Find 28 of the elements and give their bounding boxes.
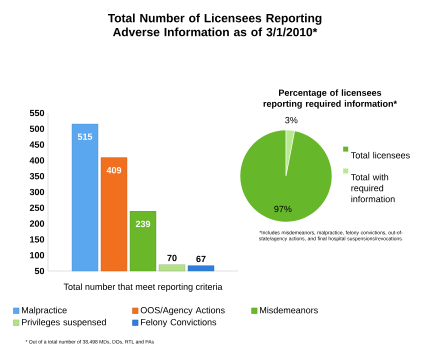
legend-label: Malpractice — [22, 306, 67, 316]
legend-label: Privileges suspensed — [22, 318, 106, 328]
legend-label: OOS/Agency Actions — [140, 306, 225, 316]
chart-title: Total Number of Licensees Reporting Adverse Information as of 3/1/2010* — [108, 14, 322, 36]
y-tick-label: 50 — [34, 268, 44, 274]
data-label: 70 — [167, 254, 177, 262]
data-label: 3% — [285, 116, 298, 124]
legend-label: Misdemeanors — [260, 306, 318, 314]
x-axis-title: Total number that meet reporting criteria — [64, 283, 222, 292]
data-label: 515 — [78, 134, 92, 140]
y-tick-label: 100 — [30, 252, 44, 258]
legend-label: Total licensees — [351, 152, 410, 158]
data-label: 97% — [274, 206, 292, 212]
data-label: 67 — [196, 256, 206, 262]
y-tick-label: 300 — [30, 188, 44, 196]
legend-label: Total with required information — [351, 174, 395, 202]
y-tick-label: 350 — [30, 173, 44, 180]
y-tick-label: 250 — [30, 204, 44, 211]
data-label: 239 — [136, 220, 150, 228]
y-tick-label: 450 — [30, 141, 44, 148]
y-tick-label: 400 — [30, 157, 44, 164]
chart-title: Percentage of licensees reporting required information* — [264, 89, 397, 109]
y-tick-label: 150 — [30, 236, 44, 243]
legend-label: Felony Convictions — [141, 318, 216, 328]
data-label: 409 — [106, 167, 122, 174]
y-tick-label: 200 — [30, 220, 44, 227]
y-tick-label: 500 — [30, 126, 44, 132]
y-tick-label: 550 — [30, 110, 44, 116]
